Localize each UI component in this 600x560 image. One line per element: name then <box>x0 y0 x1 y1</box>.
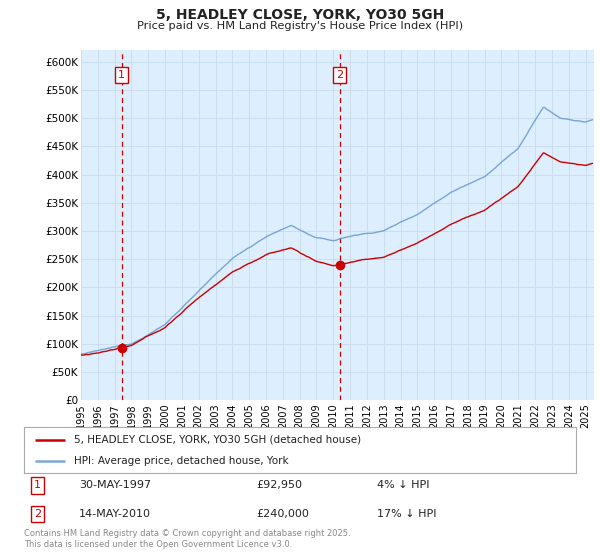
Text: 2: 2 <box>34 509 41 519</box>
Text: 1: 1 <box>34 480 41 491</box>
Text: HPI: Average price, detached house, York: HPI: Average price, detached house, York <box>74 456 289 466</box>
Text: 17% ↓ HPI: 17% ↓ HPI <box>377 509 437 519</box>
Text: 2: 2 <box>336 70 343 80</box>
Text: 30-MAY-1997: 30-MAY-1997 <box>79 480 151 491</box>
Text: 14-MAY-2010: 14-MAY-2010 <box>79 509 151 519</box>
Text: £240,000: £240,000 <box>256 509 309 519</box>
Text: £92,950: £92,950 <box>256 480 302 491</box>
Text: 1: 1 <box>118 70 125 80</box>
Text: 4% ↓ HPI: 4% ↓ HPI <box>377 480 430 491</box>
Text: 5, HEADLEY CLOSE, YORK, YO30 5GH (detached house): 5, HEADLEY CLOSE, YORK, YO30 5GH (detach… <box>74 435 361 445</box>
Text: Price paid vs. HM Land Registry's House Price Index (HPI): Price paid vs. HM Land Registry's House … <box>137 21 463 31</box>
Text: 5, HEADLEY CLOSE, YORK, YO30 5GH: 5, HEADLEY CLOSE, YORK, YO30 5GH <box>156 8 444 22</box>
Text: Contains HM Land Registry data © Crown copyright and database right 2025.
This d: Contains HM Land Registry data © Crown c… <box>24 529 350 549</box>
